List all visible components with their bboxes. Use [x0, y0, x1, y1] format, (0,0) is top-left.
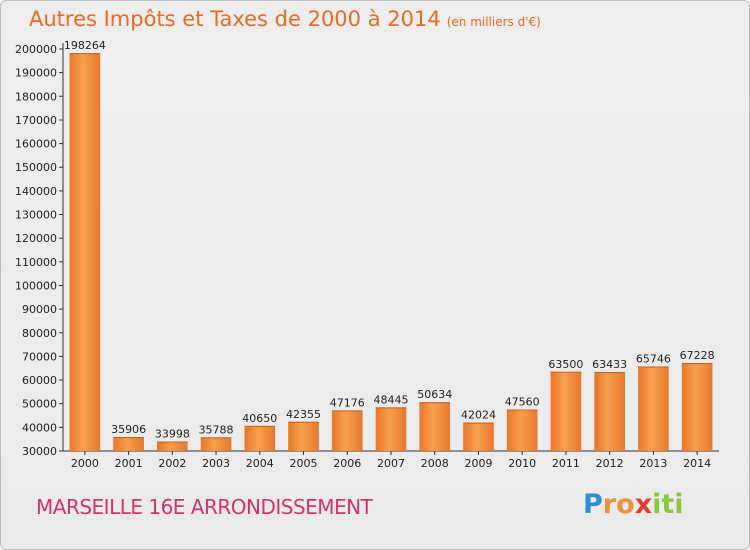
x-tick-label-2002: 2002	[158, 457, 186, 470]
logo-letter: t	[661, 489, 675, 520]
value-label-2013: 65746	[636, 352, 671, 365]
y-tick-label: 140000	[15, 185, 57, 198]
chart-title-text: Autres Impôts et Taxes de 2000 à 2014	[29, 7, 441, 31]
value-label-2004: 40650	[242, 412, 277, 425]
x-tick-label-2012: 2012	[596, 457, 624, 470]
y-tick-label: 80000	[22, 327, 57, 340]
y-tick-label: 90000	[22, 303, 57, 316]
bar-2004	[244, 425, 276, 451]
chart-subtitle: (en milliers d'€)	[446, 15, 541, 29]
y-tick-label: 200000	[15, 43, 57, 56]
x-tick-label-2014: 2014	[683, 457, 711, 470]
value-label-2003: 35788	[199, 423, 234, 436]
bar-2001	[113, 437, 144, 451]
value-label-2001: 35906	[111, 423, 146, 436]
x-tick-label-2004: 2004	[246, 457, 274, 470]
y-tick-label: 130000	[15, 209, 57, 222]
proxiti-logo: Proxiti	[583, 489, 684, 520]
y-tick-label: 40000	[22, 421, 57, 434]
chart-title: Autres Impôts et Taxes de 2000 à 2014 (en…	[29, 7, 541, 31]
y-tick-label: 100000	[15, 279, 57, 292]
value-label-2011: 63500	[548, 358, 583, 371]
y-tick-label: 180000	[15, 90, 57, 103]
y-tick-label: 190000	[15, 67, 57, 80]
y-tick-label: 170000	[15, 114, 57, 127]
logo-letter: P	[583, 489, 603, 520]
y-tick-label: 60000	[22, 374, 57, 387]
y-tick-label: 50000	[22, 398, 57, 411]
bar-2012	[594, 371, 625, 451]
logo-letter: r	[602, 489, 617, 520]
value-label-2009: 42024	[461, 409, 496, 422]
y-tick-label: 160000	[15, 138, 57, 151]
logo-letter: i	[652, 489, 662, 520]
bar-2010	[506, 409, 538, 451]
logo-letter: i	[674, 489, 684, 520]
value-label-2012: 63433	[592, 358, 627, 371]
bar-2003	[200, 437, 232, 451]
x-tick-label-2005: 2005	[290, 457, 318, 470]
value-label-2005: 42355	[286, 408, 321, 421]
x-tick-label-2011: 2011	[552, 457, 580, 470]
x-tick-label-2003: 2003	[202, 457, 230, 470]
logo-letter: o	[616, 489, 635, 520]
bar-2014	[681, 362, 713, 451]
location-label: MARSEILLE 16E ARRONDISSEMENT	[36, 495, 373, 519]
bar-2000	[69, 53, 101, 451]
value-label-2010: 47560	[505, 395, 540, 408]
bar-2013	[638, 366, 669, 451]
value-label-2006: 47176	[330, 396, 365, 409]
value-label-2002: 33998	[155, 428, 190, 441]
value-label-2000: 198264	[64, 39, 106, 52]
bar-2008	[419, 402, 451, 451]
x-tick-label-2009: 2009	[464, 457, 492, 470]
bar-2005	[288, 421, 319, 451]
bar-2009	[463, 422, 494, 451]
x-tick-label-2000: 2000	[71, 457, 99, 470]
value-label-2008: 50634	[417, 388, 452, 401]
x-tick-label-2013: 2013	[639, 457, 667, 470]
x-tick-label-2007: 2007	[377, 457, 405, 470]
y-tick-label: 110000	[15, 256, 57, 269]
x-tick-label-2008: 2008	[421, 457, 449, 470]
value-label-2007: 48445	[374, 393, 409, 406]
bar-2007	[375, 407, 407, 451]
y-tick-label: 30000	[22, 445, 57, 458]
value-label-2014: 67228	[680, 349, 715, 362]
bar-2011	[550, 371, 582, 451]
y-tick-label: 120000	[15, 232, 57, 245]
x-tick-label-2001: 2001	[115, 457, 143, 470]
bar-2002	[157, 441, 188, 451]
x-tick-label-2010: 2010	[508, 457, 536, 470]
bar-2006	[331, 410, 363, 451]
x-tick-label-2006: 2006	[333, 457, 361, 470]
logo-letter: x	[634, 489, 653, 520]
y-tick-label: 70000	[22, 350, 57, 363]
y-tick-label: 150000	[15, 161, 57, 174]
